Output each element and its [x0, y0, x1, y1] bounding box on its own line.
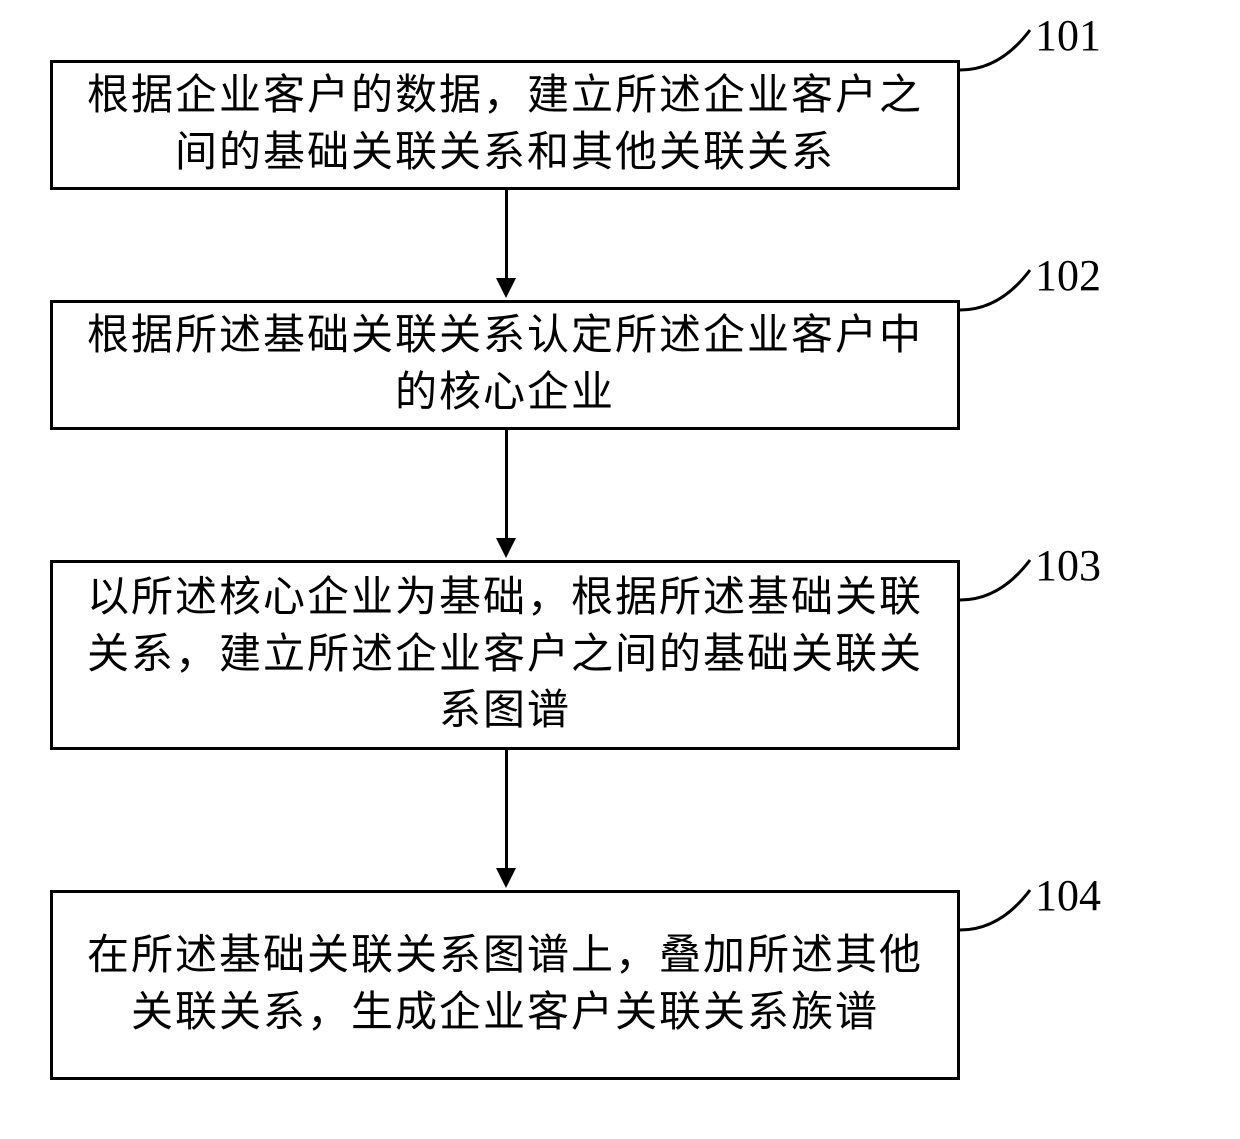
flow-step-103-text: 以所述核心企业为基础，根据所述基础关联关系，建立所述企业客户之间的基础关联关系图…: [73, 570, 937, 740]
flow-step-103: 以所述核心企业为基础，根据所述基础关联关系，建立所述企业客户之间的基础关联关系图…: [50, 560, 960, 750]
flow-step-102-text: 根据所述基础关联关系认定所述企业客户中的核心企业: [73, 308, 937, 421]
flow-label-103: 103: [1035, 540, 1101, 591]
arrow-102-103-head: [496, 538, 516, 558]
flow-label-102: 102: [1035, 250, 1101, 301]
flow-label-101: 101: [1035, 10, 1101, 61]
arrow-102-103-line: [505, 430, 508, 540]
arrow-103-104-head: [496, 868, 516, 888]
flow-step-102: 根据所述基础关联关系认定所述企业客户中的核心企业: [50, 300, 960, 430]
callout-104: [955, 885, 1045, 945]
flow-step-104: 在所述基础关联关系图谱上，叠加所述其他关联关系，生成企业客户关联关系族谱: [50, 890, 960, 1080]
callout-101: [955, 25, 1045, 85]
callout-102: [955, 265, 1045, 325]
arrow-101-102-head: [496, 278, 516, 298]
callout-103: [955, 555, 1045, 615]
arrow-103-104-line: [505, 750, 508, 870]
flow-step-104-text: 在所述基础关联关系图谱上，叠加所述其他关联关系，生成企业客户关联关系族谱: [73, 928, 937, 1041]
arrow-101-102-line: [505, 190, 508, 280]
flow-step-101-text: 根据企业客户的数据，建立所述企业客户之间的基础关联关系和其他关联关系: [73, 68, 937, 181]
flow-step-101: 根据企业客户的数据，建立所述企业客户之间的基础关联关系和其他关联关系: [50, 60, 960, 190]
flow-label-104: 104: [1035, 870, 1101, 921]
